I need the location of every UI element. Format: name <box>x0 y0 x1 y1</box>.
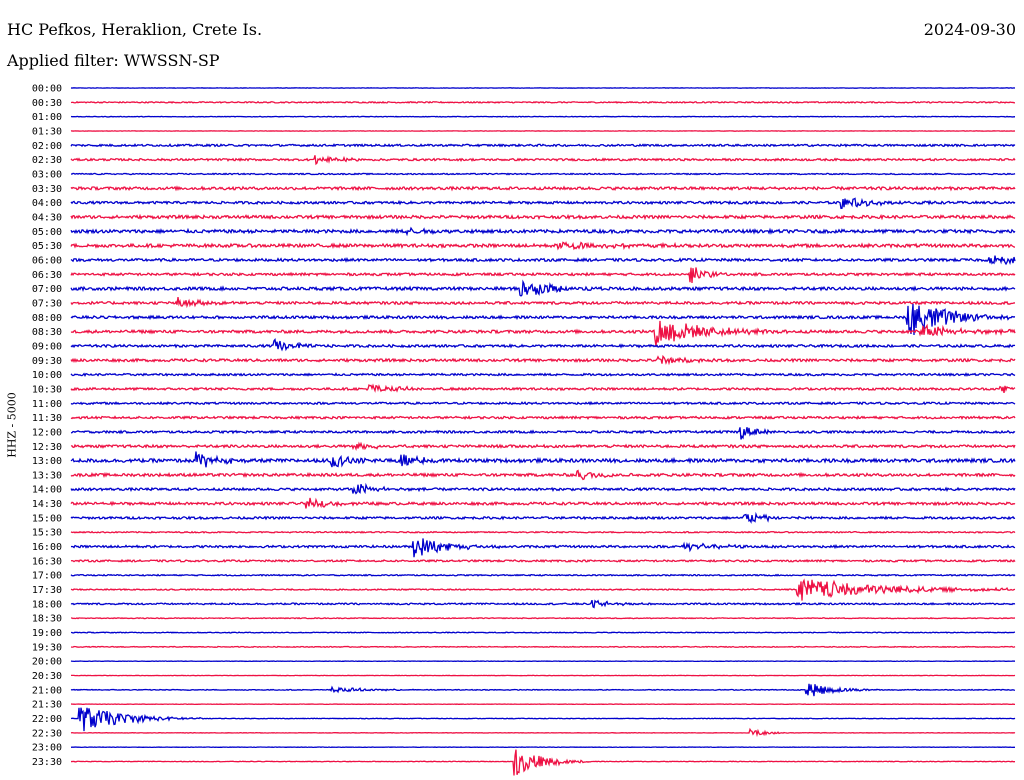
trace-line <box>70 469 1016 481</box>
trace-line <box>70 226 1016 237</box>
trace-line <box>70 383 1016 393</box>
trace-line <box>70 451 1016 468</box>
trace-line <box>70 320 1016 347</box>
time-label: 07:30 <box>32 298 62 309</box>
trace-line <box>70 115 1016 118</box>
time-label: 03:30 <box>32 184 62 195</box>
time-label: 22:30 <box>32 728 62 739</box>
trace-line <box>70 267 1016 283</box>
trace-line <box>70 400 1016 406</box>
trace-line <box>70 578 1016 601</box>
time-label: 12:30 <box>32 442 62 453</box>
trace-line <box>70 172 1016 176</box>
trace-line <box>70 749 1016 776</box>
time-label: 00:30 <box>32 98 62 109</box>
trace-line <box>70 427 1016 440</box>
time-label: 13:00 <box>32 456 62 467</box>
trace-line <box>70 441 1016 452</box>
time-label: 16:30 <box>32 556 62 567</box>
time-label: 13:30 <box>32 470 62 481</box>
trace-line <box>70 213 1016 221</box>
trace-line <box>70 185 1016 192</box>
time-label: 07:00 <box>32 284 62 295</box>
time-label: 06:30 <box>32 270 62 281</box>
trace-line <box>70 155 1016 166</box>
trace-line <box>70 372 1016 377</box>
time-label: 08:00 <box>32 313 62 324</box>
time-label: 21:00 <box>32 685 62 696</box>
time-label: 05:00 <box>32 227 62 238</box>
time-label: 15:30 <box>32 528 62 539</box>
time-label: 10:30 <box>32 384 62 395</box>
time-label: 16:00 <box>32 542 62 553</box>
trace-line <box>70 573 1016 577</box>
trace-line <box>70 354 1016 366</box>
time-label: 01:00 <box>32 112 62 123</box>
time-label: 20:30 <box>32 671 62 682</box>
trace-line <box>70 631 1016 634</box>
trace-line <box>70 303 1016 335</box>
trace-line <box>70 100 1016 104</box>
time-label: 23:30 <box>32 757 62 768</box>
trace-line <box>70 482 1016 495</box>
trace-line <box>70 599 1016 609</box>
time-label: 03:00 <box>32 169 62 180</box>
time-label: 02:00 <box>32 141 62 152</box>
time-label: 12:00 <box>32 427 62 438</box>
filter-label: Applied filter: WWSSN-SP <box>7 51 220 70</box>
date-label: 2024-09-30 <box>923 20 1016 39</box>
time-label: 10:00 <box>32 370 62 381</box>
time-label: 21:30 <box>32 700 62 711</box>
time-label: 14:00 <box>32 485 62 496</box>
trace-line <box>70 538 1016 558</box>
time-label: 11:00 <box>32 399 62 410</box>
trace-line <box>70 511 1016 524</box>
time-label: 17:30 <box>32 585 62 596</box>
trace-line <box>70 497 1016 509</box>
time-label: 15:00 <box>32 513 62 524</box>
time-label: 19:00 <box>32 628 62 639</box>
time-label: 08:30 <box>32 327 62 338</box>
time-label: 22:00 <box>32 714 62 725</box>
trace-line <box>70 143 1016 148</box>
station-name: HC Pefkos, Heraklion, Crete Is. <box>7 20 263 39</box>
time-label: 18:00 <box>32 599 62 610</box>
time-label: 18:30 <box>32 614 62 625</box>
time-label: 06:00 <box>32 255 62 266</box>
time-label: 19:30 <box>32 642 62 653</box>
trace-line <box>70 297 1016 309</box>
time-label: 09:00 <box>32 341 62 352</box>
trace-line <box>70 683 1016 697</box>
trace-line <box>70 645 1016 649</box>
time-label: 01:30 <box>32 126 62 137</box>
trace-line <box>70 337 1016 352</box>
time-label: 20:00 <box>32 657 62 668</box>
time-label: 04:30 <box>32 212 62 223</box>
trace-line <box>70 255 1016 266</box>
trace-line <box>70 558 1016 563</box>
time-label: 00:00 <box>32 84 62 95</box>
time-label: 11:30 <box>32 413 62 424</box>
trace-line <box>70 617 1016 620</box>
trace-line <box>70 241 1016 251</box>
time-label: 04:00 <box>32 198 62 209</box>
time-label: 23:00 <box>32 743 62 754</box>
time-label: 14:30 <box>32 499 62 510</box>
trace-line <box>70 197 1016 210</box>
time-label: 09:30 <box>32 356 62 367</box>
trace-line <box>70 415 1016 421</box>
trace-line <box>70 279 1016 297</box>
time-label: 05:30 <box>32 241 62 252</box>
trace-line <box>70 727 1016 738</box>
trace-line <box>70 707 1016 732</box>
time-label: 17:00 <box>32 571 62 582</box>
trace-line <box>70 530 1016 534</box>
time-label: 02:30 <box>32 155 62 166</box>
